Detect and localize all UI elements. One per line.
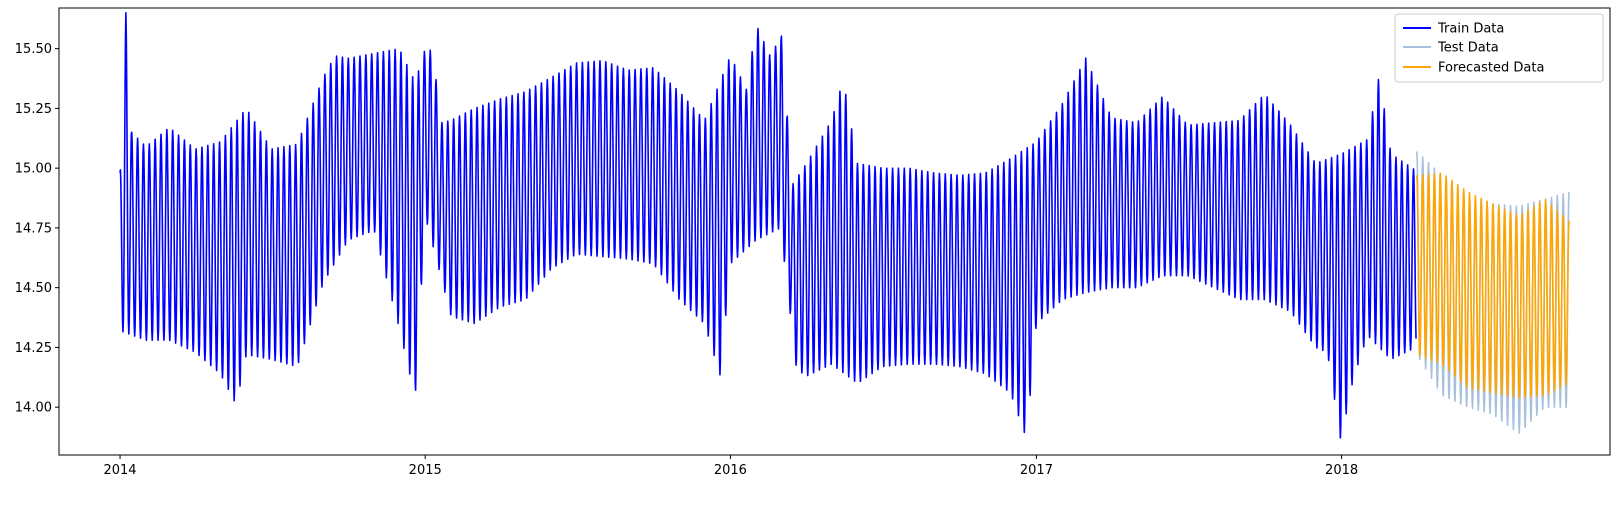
x-axis: 2014 2015 2016 2017 2018 [103,455,1358,478]
legend: Train Data Test Data Forecasted Data [1394,13,1604,83]
y-tick-label: 14.00 [15,401,52,416]
y-tick-label: 15.00 [15,162,52,177]
y-tick-label: 15.25 [15,102,52,117]
legend-label-train: Train Data [1437,22,1504,37]
legend-box [1394,13,1604,83]
y-tick-label: 14.25 [15,341,52,356]
series-line-train-data [119,11,1417,439]
legend-label-forecast: Forecasted Data [1438,61,1544,76]
legend-label-test: Test Data [1437,41,1499,56]
plot-area [119,11,1570,439]
y-tick-label: 14.75 [15,221,52,236]
y-tick-label: 14.50 [15,281,52,296]
x-tick-label: 2014 [103,463,136,478]
x-tick-label: 2016 [714,463,747,478]
x-tick-label: 2018 [1325,463,1358,478]
y-axis: 14.00 14.25 14.50 14.75 15.00 15.25 15.50 [15,42,59,416]
series-line-forecasted-data [1416,172,1570,399]
x-tick-label: 2017 [1020,463,1053,478]
y-tick-label: 15.50 [15,42,52,57]
axes-frame [58,7,1611,456]
x-tick-label: 2015 [409,463,442,478]
